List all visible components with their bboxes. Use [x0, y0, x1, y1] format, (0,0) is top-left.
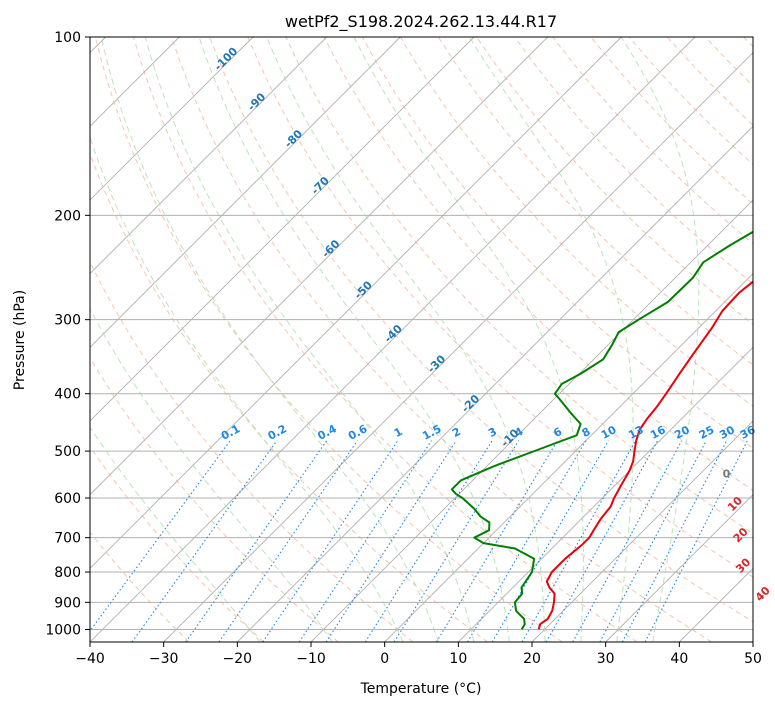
mixing-ratio-line — [90, 440, 231, 632]
dry-adiabat-line — [90, 446, 264, 642]
dry-adiabat-line — [247, 37, 753, 578]
x-tick-label: 30 — [597, 651, 615, 667]
x-tick-label: 50 — [744, 651, 762, 667]
mixing-ratio-line — [467, 440, 587, 642]
dry-adiabat-line — [90, 531, 190, 642]
mixing-ratio-line — [131, 440, 278, 642]
x-axis: −40 −30 −20 −10 0 10 20 30 40 50 — [75, 642, 762, 667]
dewpoint-profile — [450, 230, 753, 630]
isotherm-line — [458, 346, 753, 642]
isotherm-line — [384, 273, 753, 642]
temperature-profile — [537, 280, 753, 630]
plot-frame — [89, 36, 754, 643]
x-tick-label: −10 — [296, 651, 326, 667]
dry-adiabat-line — [361, 37, 753, 449]
data-lines — [450, 230, 753, 630]
mixing-ratio-line — [521, 440, 637, 642]
dry-adiabat-line — [90, 152, 488, 642]
y-tick-label: 700 — [54, 531, 81, 547]
y-axis: 1000 900 800 700 600 500 400 300 200 100 — [45, 30, 90, 638]
mixing-ratio-line — [393, 440, 520, 642]
x-axis-label: Temperature (°C) — [360, 681, 482, 697]
moist-adiabat-line — [100, 37, 439, 642]
moist-adiabat-line — [198, 37, 510, 642]
dry-adiabat-line — [399, 37, 753, 407]
y-axis-label: Pressure (hPa) — [12, 290, 28, 390]
mixing-ratio-line — [491, 440, 609, 642]
moist-adiabat-line — [144, 37, 475, 642]
isotherm-line — [90, 37, 696, 642]
x-tick-label: 40 — [670, 651, 688, 667]
y-tick-label: 900 — [54, 595, 81, 611]
x-tick-label: −40 — [75, 651, 105, 667]
x-tick-label: 10 — [449, 651, 467, 667]
x-tick-label: 0 — [380, 651, 389, 667]
x-tick-label: −30 — [149, 651, 179, 667]
mixing-ratio-label: 30 — [717, 423, 737, 442]
y-tick-label: 600 — [54, 491, 81, 507]
chart-title: wetPf2_S198.2024.262.13.44.R17 — [285, 12, 557, 32]
mixing-ratio-line — [621, 440, 728, 642]
isotherm-line — [605, 494, 753, 642]
isotherm-line — [163, 52, 753, 642]
dry-adiabat-line — [90, 260, 414, 642]
isotherm-line — [90, 37, 327, 275]
isotherm-line — [90, 37, 475, 422]
dry-adiabat-line — [514, 37, 753, 285]
isotherm-line — [90, 37, 622, 569]
dry-adiabat-line — [94, 37, 563, 642]
moist-adiabat-line — [90, 308, 333, 642]
mixing-ratio-label: 13 — [626, 423, 646, 442]
y-tick-label: 400 — [54, 387, 81, 403]
isotherm-line — [90, 37, 401, 348]
moist-adiabat-line — [90, 135, 404, 642]
mixing-ratio-label: 20 — [672, 423, 692, 442]
moist-adiabat-line — [353, 37, 584, 642]
plot-area — [90, 37, 753, 642]
y-tick-label: 100 — [54, 30, 81, 46]
isotherm-line — [90, 37, 254, 201]
x-tick-label: −20 — [223, 651, 253, 667]
dry-adiabat-line — [171, 37, 712, 642]
y-tick-label: 1000 — [45, 622, 81, 638]
mixing-ratio-label: 10 — [599, 423, 619, 442]
mixing-ratio-label: 16 — [648, 423, 668, 442]
mixing-ratio-line — [185, 440, 328, 642]
mixing-ratio-line — [298, 440, 432, 642]
mixing-ratio-line — [644, 440, 748, 642]
y-tick-label: 300 — [54, 313, 81, 329]
dry-adiabat-label: 0 — [723, 467, 731, 480]
isotherm-line — [90, 37, 548, 496]
isotherm-line — [237, 125, 753, 642]
x-tick-label: 20 — [523, 651, 541, 667]
dry-adiabat-line — [132, 37, 638, 642]
dry-adiabat-line — [209, 37, 753, 623]
moist-adiabat-line — [266, 37, 546, 642]
mixing-ratio-line — [435, 440, 558, 642]
mixing-ratio-label: 25 — [697, 423, 717, 442]
mixing-ratio-line — [262, 440, 399, 642]
background-lines — [90, 37, 753, 642]
y-tick-label: 800 — [54, 565, 81, 581]
isotherm-line — [531, 420, 753, 642]
y-tick-label: 200 — [54, 208, 81, 224]
mixing-ratio-line — [218, 440, 358, 642]
y-tick-label: 500 — [54, 444, 81, 460]
moist-adiabat-line — [620, 37, 700, 642]
dry-adiabat-line — [90, 356, 339, 642]
moist-adiabat-line — [90, 426, 261, 642]
